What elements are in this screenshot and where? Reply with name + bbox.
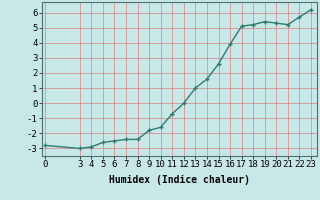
X-axis label: Humidex (Indice chaleur): Humidex (Indice chaleur) bbox=[109, 175, 250, 185]
